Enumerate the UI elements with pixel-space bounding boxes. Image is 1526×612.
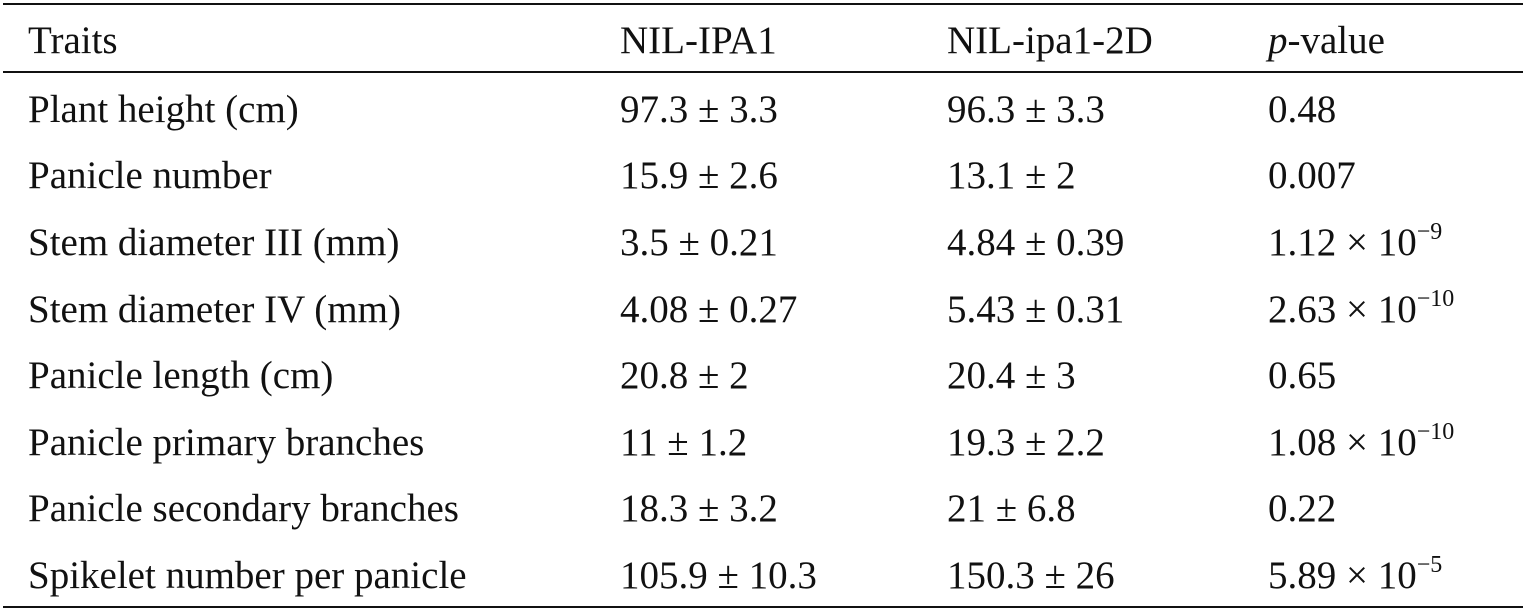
nil-ipa1-cell: 15.9 ± 2.6	[620, 154, 778, 198]
trait-cell: Panicle number	[28, 154, 272, 198]
p-value-cell: 0.65	[1268, 342, 1526, 409]
table-row: Panicle number 15.9 ± 2.6 13.1 ± 2 0.007	[0, 143, 1526, 210]
header-row: Traits NIL-IPA1 NIL-ipa1-2D p-value	[0, 0, 1526, 76]
header-nil-ipa1: NIL-IPA1	[620, 18, 777, 62]
p-value-base: 1.08 × 10	[1268, 420, 1417, 464]
nil-ipa1-2d-cell: 150.3 ± 26	[947, 553, 1115, 597]
nil-ipa1-2d-cell: 19.3 ± 2.2	[947, 420, 1105, 464]
p-value-base: 0.65	[1268, 354, 1337, 398]
header-nil-ipa1-2d: NIL-ipa1-2D	[947, 18, 1153, 62]
nil-ipa1-2d-cell: 96.3 ± 3.3	[947, 87, 1105, 131]
p-value-cell: 0.22	[1268, 476, 1526, 543]
table-row: Stem diameter III (mm) 3.5 ± 0.21 4.84 ±…	[0, 209, 1526, 276]
nil-ipa1-cell: 105.9 ± 10.3	[620, 553, 817, 597]
p-value-exponent: −10	[1416, 418, 1455, 445]
table-row: Panicle primary branches 11 ± 1.2 19.3 ±…	[0, 409, 1526, 476]
nil-ipa1-cell: 20.8 ± 2	[620, 354, 749, 398]
table-row: Panicle secondary branches 18.3 ± 3.2 21…	[0, 476, 1526, 543]
p-value-base: 0.22	[1268, 487, 1337, 531]
nil-ipa1-cell: 4.08 ± 0.27	[620, 287, 798, 331]
nil-ipa1-2d-cell: 20.4 ± 3	[947, 354, 1076, 398]
nil-ipa1-2d-cell: 4.84 ± 0.39	[947, 220, 1125, 264]
header-p-italic: p	[1268, 18, 1288, 62]
p-value-base: 2.63 × 10	[1268, 287, 1417, 331]
table-row: Stem diameter IV (mm) 4.08 ± 0.27 5.43 ±…	[0, 276, 1526, 343]
p-value-cell: 5.89 × 10−5	[1268, 542, 1526, 609]
p-value-cell: 1.12 × 10−9	[1268, 209, 1526, 276]
p-value-base: 5.89 × 10	[1268, 553, 1417, 597]
p-value-base: 1.12 × 10	[1268, 220, 1417, 264]
p-value-cell: 2.63 × 10−10	[1268, 276, 1526, 343]
nil-ipa1-cell: 11 ± 1.2	[620, 420, 748, 464]
table-row: Spikelet number per panicle 105.9 ± 10.3…	[0, 542, 1526, 609]
p-value-cell: 0.007	[1268, 143, 1526, 210]
p-value-exponent: −9	[1416, 218, 1443, 245]
top-rule	[3, 3, 1523, 5]
trait-cell: Panicle length (cm)	[28, 354, 334, 398]
nil-ipa1-2d-cell: 5.43 ± 0.31	[947, 287, 1125, 331]
p-value-cell: 0.48	[1268, 76, 1526, 143]
table-row: Plant height (cm) 97.3 ± 3.3 96.3 ± 3.3 …	[0, 76, 1526, 143]
nil-ipa1-2d-cell: 13.1 ± 2	[947, 154, 1076, 198]
p-value-base: 0.48	[1268, 87, 1337, 131]
trait-cell: Spikelet number per panicle	[28, 553, 467, 597]
p-value-base: 0.007	[1268, 154, 1356, 198]
header-p-rest: -value	[1287, 18, 1385, 62]
trait-cell: Plant height (cm)	[28, 87, 299, 131]
header-rule	[3, 71, 1523, 73]
trait-cell: Panicle secondary branches	[28, 487, 459, 531]
header-traits: Traits	[28, 18, 118, 62]
trait-cell: Stem diameter IV (mm)	[28, 287, 401, 331]
table-row: Panicle length (cm) 20.8 ± 2 20.4 ± 3 0.…	[0, 342, 1526, 409]
p-value-exponent: −5	[1416, 551, 1443, 578]
trait-cell: Stem diameter III (mm)	[28, 220, 400, 264]
header-p-value: p-value	[1268, 0, 1526, 76]
nil-ipa1-cell: 18.3 ± 3.2	[620, 487, 778, 531]
p-value-exponent: −10	[1416, 285, 1455, 312]
nil-ipa1-cell: 97.3 ± 3.3	[620, 87, 778, 131]
p-value-cell: 1.08 × 10−10	[1268, 409, 1526, 476]
nil-ipa1-2d-cell: 21 ± 6.8	[947, 487, 1076, 531]
nil-ipa1-cell: 3.5 ± 0.21	[620, 220, 778, 264]
bottom-rule	[3, 606, 1523, 608]
trait-cell: Panicle primary branches	[28, 420, 425, 464]
